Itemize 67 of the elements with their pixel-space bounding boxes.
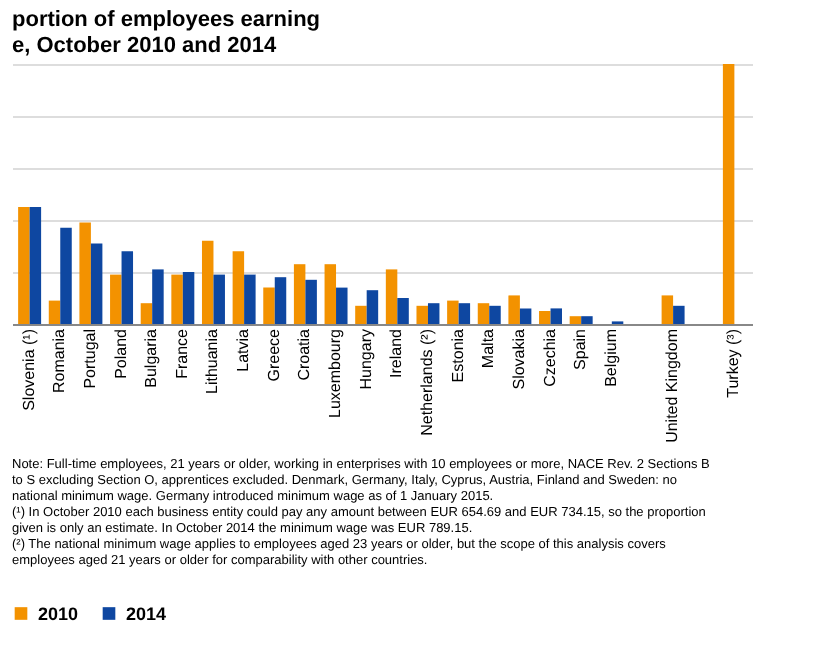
bar (244, 274, 256, 324)
bar (121, 251, 134, 324)
bar (29, 207, 42, 324)
bar (293, 264, 306, 324)
x-tick-label: Lithuania (203, 327, 222, 394)
bar (673, 305, 685, 324)
bar (274, 277, 287, 324)
x-tick-label: Romania (50, 327, 69, 394)
x-tick-label: Spain (571, 329, 590, 370)
bar (90, 243, 103, 324)
bar (722, 64, 735, 324)
text: portion of employees earning (12, 8, 321, 32)
bar (60, 227, 72, 324)
bar (458, 303, 471, 324)
x-tick-label: Luxembourg (326, 329, 345, 418)
x-tick-label: Ireland (387, 329, 406, 378)
bar (569, 316, 582, 324)
bar (539, 311, 551, 324)
x-tick-label: Slovakia (509, 327, 528, 390)
bar (263, 287, 275, 324)
bar (324, 264, 337, 324)
x-tick-label: Poland (111, 329, 130, 379)
x-tick-label: Croatia (295, 327, 314, 381)
bar (48, 300, 61, 324)
bar (366, 290, 379, 324)
x-tick-label: France (172, 327, 191, 379)
bar (171, 274, 183, 324)
x-tick-label: Portugal (80, 328, 99, 389)
x-tick-label: Hungary (356, 329, 375, 390)
bar (18, 207, 30, 324)
x-tick-label: Turkey (³) (724, 328, 743, 398)
x-tick-label: Estonia (448, 327, 467, 383)
bar (182, 272, 195, 324)
bar (385, 269, 398, 324)
bar (427, 303, 440, 324)
x-tick-label: Czechia (540, 327, 559, 387)
bar (110, 274, 122, 324)
legend-label: 2010 (38, 603, 79, 624)
x-tick-label: Netherlands (²) (417, 328, 436, 436)
bar (152, 269, 164, 324)
bar (355, 305, 367, 324)
x-tick-label: Greece (264, 327, 283, 382)
bar (232, 251, 245, 324)
bar (508, 295, 520, 324)
x-tick-label: Belgium (601, 328, 620, 387)
bar (550, 308, 563, 324)
bar (201, 240, 214, 324)
bar (489, 305, 501, 324)
bar (140, 303, 153, 324)
x-tick-label: United Kingdom (663, 328, 682, 443)
legend-label: 2014 (126, 603, 167, 624)
bar (581, 316, 593, 324)
bar (661, 295, 674, 324)
bar (213, 274, 225, 324)
x-tick-label: Latvia (234, 327, 253, 372)
text: e, October 2010 and 2014 (12, 34, 277, 58)
bar (79, 222, 91, 324)
bar (305, 279, 317, 324)
bar (519, 308, 532, 324)
bar (397, 298, 409, 324)
x-tick-label: Bulgaria (142, 327, 161, 388)
bar (336, 287, 348, 324)
x-tick-label: Malta (479, 327, 498, 369)
bar (416, 305, 428, 324)
bar (447, 300, 459, 324)
x-tick-label: Slovenia (¹) (19, 328, 38, 411)
bar (477, 303, 490, 324)
